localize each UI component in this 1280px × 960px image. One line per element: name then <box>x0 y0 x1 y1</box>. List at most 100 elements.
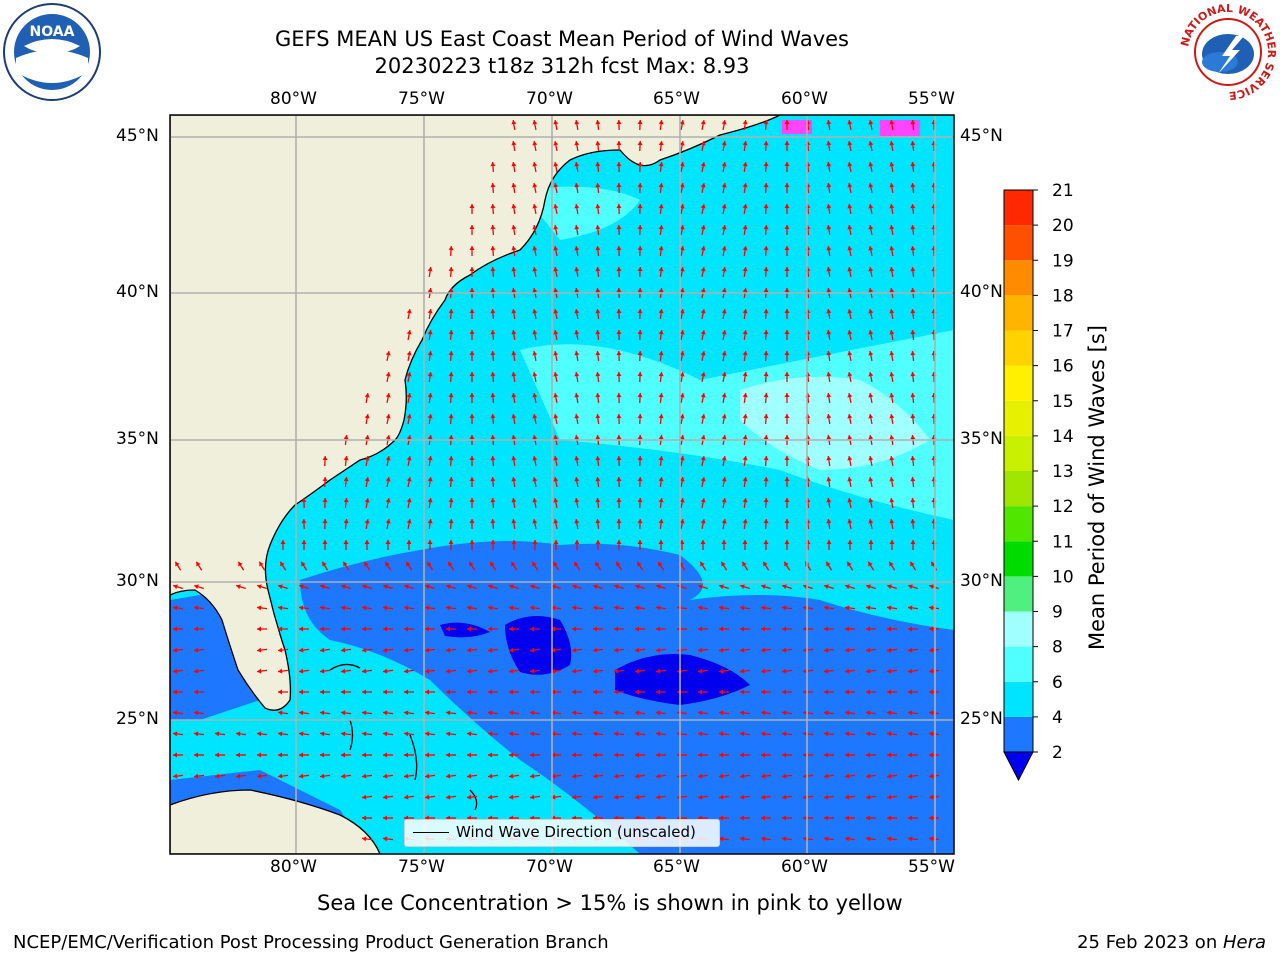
wave-direction-arrow <box>865 773 877 779</box>
period-under-2-region-small <box>440 622 490 638</box>
wave-direction-arrow <box>847 350 853 362</box>
wave-direction-arrow <box>721 518 727 530</box>
wave-direction-arrow <box>824 584 834 590</box>
wave-direction-arrow <box>571 731 583 737</box>
wave-direction-arrow <box>868 350 874 362</box>
wave-direction-arrow <box>679 518 685 530</box>
wave-direction-arrow <box>382 689 394 695</box>
wave-direction-arrow <box>448 497 454 509</box>
wave-direction-arrow <box>637 329 643 341</box>
colorbar-tick-label: 4 <box>1052 708 1063 728</box>
wave-direction-arrow <box>469 245 475 257</box>
wave-direction-arrow <box>763 518 769 530</box>
wave-direction-arrow <box>634 710 646 716</box>
wave-direction-arrow <box>529 731 541 737</box>
wave-direction-arrow <box>616 371 622 383</box>
wave-direction-arrow <box>910 182 916 194</box>
wave-direction-arrow <box>532 119 538 131</box>
wave-direction-arrow <box>742 455 748 467</box>
wave-direction-arrow <box>616 518 622 530</box>
wave-direction-arrow <box>868 266 874 278</box>
wave-direction-arrow <box>658 518 664 530</box>
wave-direction-arrow <box>427 455 433 467</box>
wave-direction-arrow <box>697 794 709 800</box>
wave-direction-arrow <box>532 455 538 467</box>
wave-direction-arrow <box>382 626 394 632</box>
wave-direction-arrow <box>532 540 538 550</box>
wave-direction-arrow <box>739 689 751 695</box>
wave-direction-arrow <box>655 731 667 737</box>
wave-direction-arrow <box>697 710 709 716</box>
wave-direction-arrow <box>490 329 496 341</box>
wave-direction-arrow <box>867 561 875 571</box>
wave-direction-arrow <box>928 605 940 611</box>
wave-direction-arrow <box>236 584 246 590</box>
wave-direction-arrow <box>343 518 349 530</box>
wave-direction-arrow <box>721 497 727 509</box>
wave-direction-arrow <box>530 584 540 590</box>
wave-direction-arrow <box>364 392 370 404</box>
wave-direction-arrow <box>739 647 751 653</box>
wave-direction-arrow <box>907 647 919 653</box>
wave-direction-arrow <box>742 245 748 257</box>
wave-direction-arrow <box>826 203 832 215</box>
wave-direction-arrow <box>739 605 751 611</box>
colorbar: 2 4 6 8 9 10 11 12 13 14 15 16 17 18 19 20 21 <box>1003 181 1074 782</box>
wave-direction-arrow <box>466 710 478 716</box>
wave-direction-arrow <box>298 773 310 779</box>
wave-direction-arrow <box>553 497 559 509</box>
wave-direction-arrow <box>784 392 790 404</box>
wave-direction-arrow <box>595 308 601 320</box>
wave-direction-arrow <box>574 497 580 509</box>
wave-direction-arrow <box>553 266 559 278</box>
wave-direction-arrow <box>509 584 519 590</box>
wave-direction-arrow <box>595 518 601 530</box>
wave-direction-arrow <box>193 626 205 632</box>
wave-direction-arrow <box>907 668 919 674</box>
wave-direction-arrow <box>700 245 706 257</box>
wave-direction-arrow <box>634 668 646 674</box>
wave-direction-arrow <box>637 224 643 236</box>
lon-tick-bottom: 75°W <box>398 857 445 877</box>
colorbar-tick-label: 16 <box>1052 357 1074 377</box>
wave-direction-arrow <box>385 392 391 404</box>
wave-direction-arrow <box>847 329 853 341</box>
colorbar-segment <box>1004 611 1033 647</box>
wave-direction-arrow <box>655 605 667 611</box>
wave-direction-arrow <box>868 245 874 257</box>
colorbar-tick-label: 18 <box>1052 286 1074 306</box>
wave-direction-arrow <box>781 647 793 653</box>
wave-direction-arrow <box>487 647 499 653</box>
wave-direction-arrow <box>445 626 457 632</box>
lon-tick-bottom: 70°W <box>526 857 573 877</box>
wave-direction-arrow <box>343 455 349 467</box>
wave-direction-arrow <box>910 476 916 488</box>
wave-direction-arrow <box>826 350 832 362</box>
wave-direction-arrow <box>574 308 580 320</box>
wave-direction-arrow <box>742 203 748 215</box>
wave-direction-arrow <box>364 497 370 509</box>
wave-direction-arrow <box>595 119 601 131</box>
wave-direction-arrow <box>697 773 709 779</box>
wave-direction-arrow <box>886 626 898 632</box>
wave-direction-arrow <box>889 224 895 236</box>
wave-direction-arrow <box>616 140 622 152</box>
sea-ice-patch <box>782 120 812 134</box>
wave-direction-arrow <box>637 455 643 467</box>
wave-direction-arrow <box>658 140 664 152</box>
wave-direction-arrow <box>868 203 874 215</box>
wave-direction-arrow <box>907 626 919 632</box>
wave-direction-arrow <box>172 689 184 695</box>
wave-direction-arrow <box>571 647 583 653</box>
wave-direction-arrow <box>721 371 727 383</box>
wave-direction-arrow <box>574 476 580 488</box>
wave-direction-arrow <box>781 689 793 695</box>
lon-tick-top: 65°W <box>653 89 700 109</box>
wave-direction-arrow <box>172 710 184 716</box>
wave-direction-arrow <box>826 245 832 257</box>
wave-direction-arrow <box>490 224 496 236</box>
wave-direction-arrow <box>340 626 352 632</box>
wave-direction-arrow <box>889 140 895 152</box>
wave-direction-arrow <box>445 794 457 800</box>
wave-direction-arrow <box>826 329 832 341</box>
